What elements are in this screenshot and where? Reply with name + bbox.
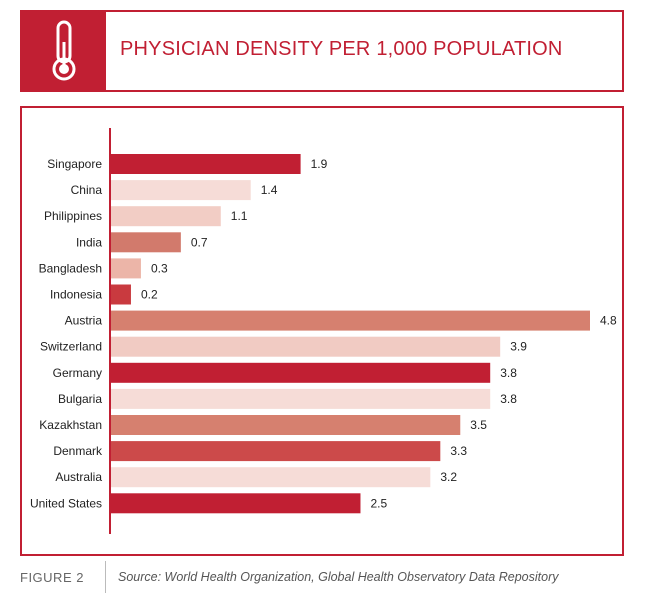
bar — [111, 467, 431, 488]
data-label: 3.9 — [510, 340, 527, 354]
category-label: United States — [30, 496, 102, 510]
category-label: Switzerland — [40, 340, 102, 354]
chart-frame: Singapore 1.9 China 1.4 Philippines 1.1 India 0… — [20, 106, 624, 556]
bar — [111, 284, 131, 305]
data-label: 0.3 — [151, 261, 168, 275]
bar-chart: Singapore 1.9 China 1.4 Philippines 1.1 India 0… — [30, 128, 617, 534]
category-label: Germany — [53, 366, 102, 380]
bar — [111, 362, 491, 383]
data-label: 3.8 — [500, 392, 517, 406]
category-label: Bulgaria — [58, 392, 102, 406]
data-label: 3.2 — [440, 470, 457, 484]
chart-title: PHYSICIAN DENSITY PER 1,000 POPULATION — [120, 38, 563, 60]
data-label: 4.8 — [600, 314, 617, 328]
icon-box — [22, 12, 106, 90]
bar — [111, 232, 181, 253]
bar — [111, 180, 251, 201]
figure-label: FIGURE 2 — [20, 570, 84, 585]
category-label: Bangladesh — [39, 261, 102, 275]
footer-divider — [105, 561, 106, 593]
category-label: Singapore — [47, 157, 102, 171]
data-label: 3.5 — [470, 418, 487, 432]
bar — [111, 154, 301, 174]
category-label: India — [76, 235, 102, 249]
category-label: Austria — [65, 314, 103, 328]
bar — [111, 206, 221, 227]
bar — [111, 336, 501, 357]
data-label: 1.1 — [231, 209, 248, 223]
category-label: Philippines — [44, 209, 102, 223]
category-label: Kazakhstan — [39, 418, 102, 432]
data-label: 3.3 — [450, 444, 467, 458]
thermometer-icon — [52, 20, 76, 81]
bar — [111, 415, 461, 435]
category-label: Australia — [55, 470, 102, 484]
data-label: 1.4 — [261, 183, 278, 197]
data-label: 2.5 — [370, 496, 387, 510]
data-label: 3.8 — [500, 366, 517, 380]
bar — [111, 310, 590, 331]
category-label: Indonesia — [50, 288, 102, 302]
category-label: Denmark — [53, 444, 103, 458]
bar — [111, 493, 361, 514]
bar — [111, 388, 491, 409]
category-label: China — [71, 183, 103, 197]
data-label: 0.2 — [141, 288, 158, 302]
data-label: 0.7 — [191, 235, 208, 249]
data-label: 1.9 — [311, 157, 328, 171]
source-note: Source: World Health Organization, Globa… — [118, 570, 559, 584]
chart-header: PHYSICIAN DENSITY PER 1,000 POPULATION — [20, 10, 624, 92]
bar — [111, 258, 141, 279]
bar — [111, 441, 441, 462]
